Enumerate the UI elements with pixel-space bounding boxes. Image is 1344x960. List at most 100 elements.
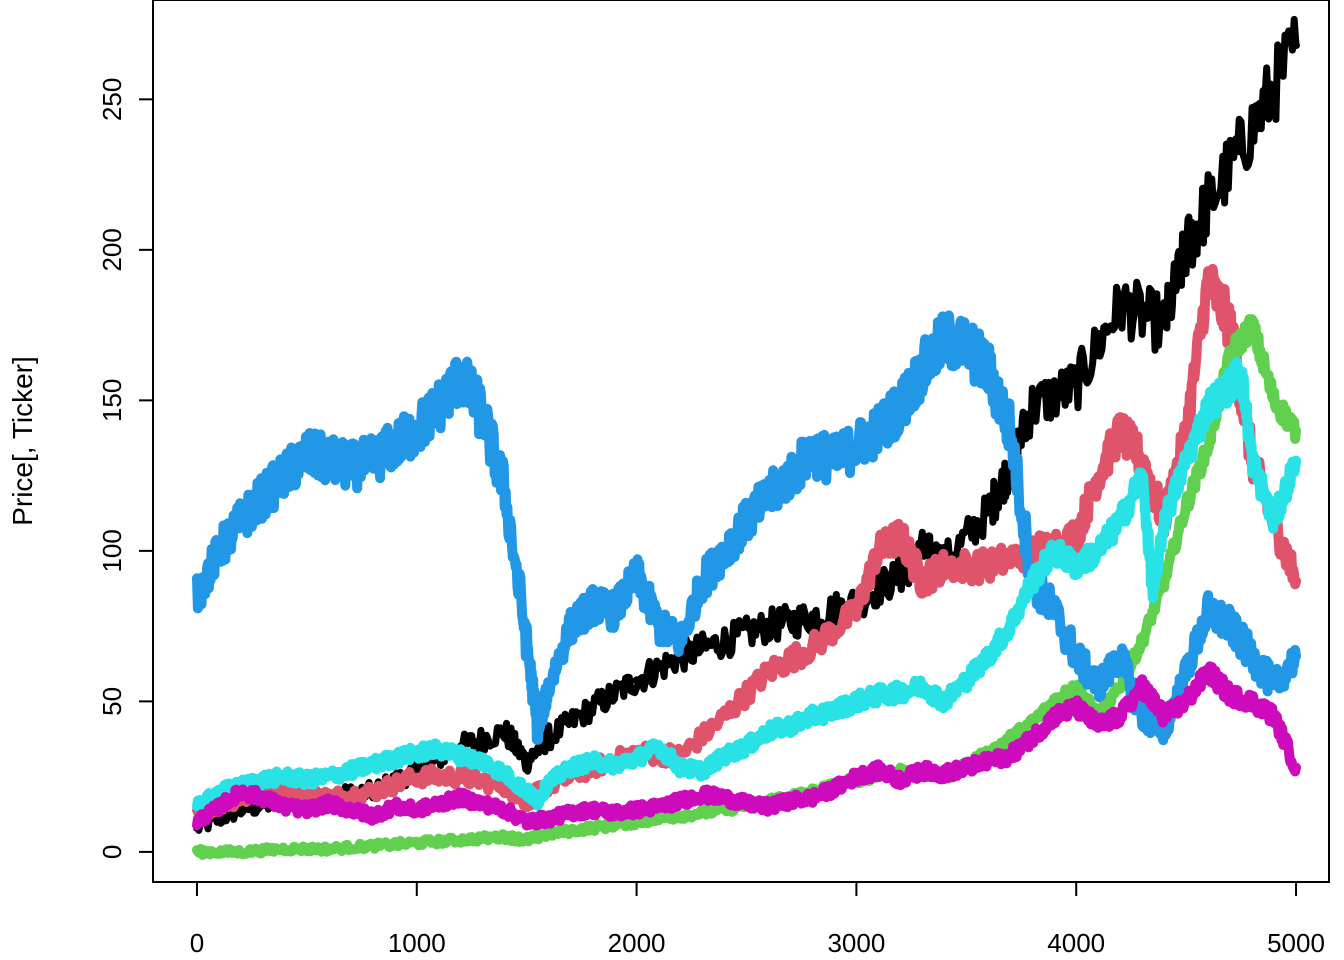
series-5-point: [764, 727, 773, 736]
series-4-point: [1182, 667, 1191, 676]
series-5-point: [533, 796, 542, 805]
series-4-point: [258, 492, 267, 501]
series-5-point: [610, 760, 619, 769]
series-3-point: [280, 844, 289, 853]
series-2-point: [940, 561, 949, 570]
series-5-point: [1160, 516, 1169, 525]
series-3-point: [193, 847, 201, 856]
series-6-point: [588, 805, 597, 814]
series-6-point: [1138, 682, 1147, 691]
series-5-point: [1292, 456, 1300, 465]
series-5-point: [786, 721, 795, 730]
series-5-point: [478, 757, 487, 766]
series-6-point: [720, 793, 729, 802]
series-2-point: [1204, 276, 1213, 284]
series-5-point: [874, 691, 883, 700]
series-3-point: [1182, 501, 1191, 510]
series-5-point: [1237, 366, 1246, 375]
series-3-point: [236, 847, 245, 856]
series-2-point: [1094, 471, 1103, 480]
series-2-point: [1226, 321, 1235, 330]
series-4-point: [1006, 426, 1015, 435]
series-6-point: [280, 802, 289, 811]
series-6-point: [544, 814, 553, 823]
series-6-point: [368, 811, 377, 820]
x-tick-label: 2000: [608, 928, 666, 958]
series-4-point: [632, 571, 641, 579]
series-2-point: [852, 607, 861, 616]
y-tick-label: 0: [97, 845, 127, 859]
series-6-point: [874, 766, 883, 775]
series-4-point: [1160, 727, 1169, 736]
series-1-point: [720, 637, 729, 646]
series-1-point: [984, 507, 993, 516]
y-tick-label: 150: [97, 379, 127, 422]
series-1-point: [1160, 321, 1169, 330]
series-1-point: [1028, 402, 1037, 411]
series-1-point: [896, 571, 905, 579]
series-6-point: [522, 817, 531, 826]
x-tick-label: 5000: [1267, 928, 1325, 958]
series-5-point: [522, 787, 531, 796]
series-1-point: [236, 805, 245, 814]
series-4: [192, 310, 1301, 746]
series-4-point: [1072, 652, 1081, 661]
series-3-point: [544, 829, 553, 838]
series-4-point: [764, 492, 773, 501]
series-5-point: [1204, 402, 1213, 411]
series-2-point: [764, 667, 773, 676]
series-3-point: [1160, 577, 1169, 585]
series-6-point: [896, 775, 905, 784]
series-5-point: [1006, 622, 1015, 631]
series-5-point: [1138, 471, 1147, 480]
series-4-point: [896, 402, 905, 411]
series-1-point: [522, 757, 531, 766]
series-4-point: [456, 372, 465, 381]
series-6-point: [676, 796, 685, 805]
series-3-point: [324, 844, 333, 853]
series-6-point: [808, 793, 817, 802]
series-6-point: [786, 796, 795, 805]
series-5-point: [1270, 516, 1278, 525]
series-3-point: [1204, 441, 1213, 450]
series-4-point: [346, 462, 355, 471]
series-1-point: [1072, 381, 1081, 390]
series-2-point: [874, 546, 883, 555]
series-2-point: [1116, 426, 1125, 435]
series-5-point: [193, 802, 201, 811]
series-4-point: [434, 402, 443, 411]
series-2-point: [368, 787, 377, 796]
series-6-point: [456, 793, 465, 802]
series-4-point: [1270, 682, 1278, 691]
series-2-point: [896, 531, 905, 540]
series-4-point: [830, 456, 839, 465]
series-4-point: [720, 546, 729, 555]
series-5-point: [830, 706, 839, 715]
series-4-point: [236, 516, 245, 525]
series-5-point: [544, 778, 553, 787]
series-3-point: [522, 835, 531, 844]
series-1-point: [588, 703, 597, 712]
series-6-point: [852, 772, 861, 781]
x-tick-label: 0: [190, 928, 204, 958]
series-4-point: [786, 471, 795, 480]
series-5-point: [456, 751, 465, 760]
x-tick-label: 3000: [827, 928, 885, 958]
series-6-point: [1270, 712, 1278, 721]
series-3-point: [676, 811, 685, 820]
series-6-point: [434, 799, 443, 808]
series-5-point: [390, 754, 399, 763]
series-4-point: [280, 471, 289, 480]
series-6-point: [1182, 697, 1191, 706]
series-6-point: [258, 793, 267, 802]
series-3-point: [1226, 351, 1235, 360]
series-6-point: [1160, 712, 1169, 721]
series-4-point: [1292, 652, 1300, 661]
series-5-point: [588, 757, 597, 766]
series-4-point: [918, 366, 927, 375]
series-4-point: [742, 516, 751, 525]
series-1-point: [632, 676, 641, 685]
series-4-point: [698, 577, 707, 585]
series-3-point: [588, 823, 597, 832]
series-6-point: [764, 802, 773, 811]
